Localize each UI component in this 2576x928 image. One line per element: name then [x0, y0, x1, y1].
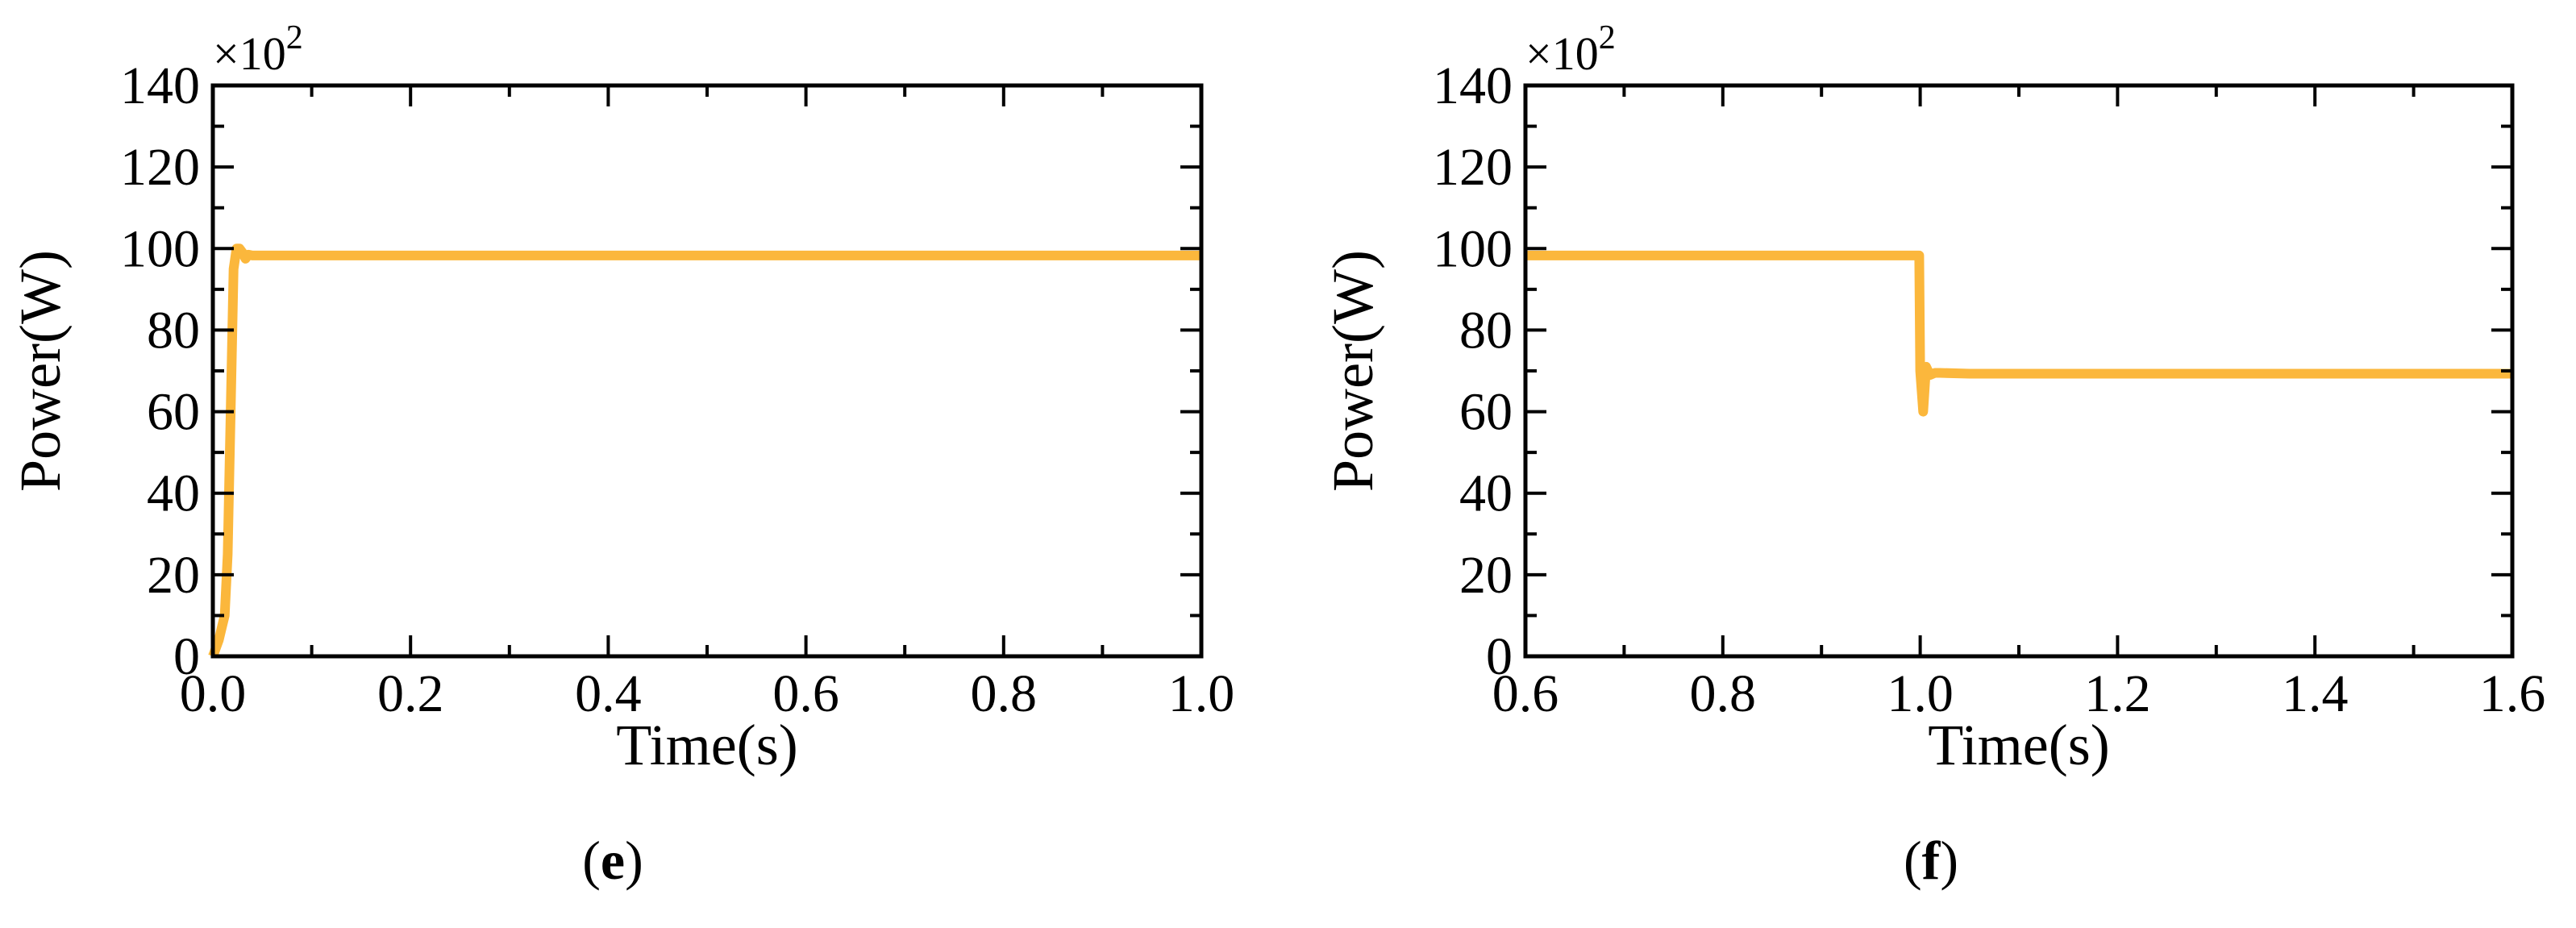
x-tick-label: 1.2 [2084, 664, 2151, 723]
series-line [1525, 250, 2512, 417]
y-tick-label: 40 [1459, 464, 1513, 523]
series-line [208, 243, 1201, 659]
panel-caption: (e) [582, 830, 643, 891]
x-tick-label: 1.0 [1168, 664, 1235, 723]
y-tick-label: 80 [1459, 301, 1513, 360]
x-tick-label: 1.4 [2282, 664, 2349, 723]
x-tick-label: 0.6 [1492, 664, 1559, 723]
x-tick-label: 0.0 [180, 664, 247, 723]
x-tick-label: 1.6 [2479, 664, 2546, 723]
y-axis-title: Power(W) [1321, 250, 1385, 492]
caption-paren-close: ) [625, 830, 643, 891]
panel-caption: (f) [1904, 830, 1958, 891]
x-tick-label: 0.8 [971, 664, 1038, 723]
y-tick-label: 100 [1433, 219, 1513, 278]
y-tick-label: 0 [1486, 627, 1513, 686]
y-multiplier-base: ×10 [213, 27, 286, 80]
caption-paren-close: ) [1940, 830, 1958, 891]
y-multiplier-base: ×10 [1525, 27, 1599, 80]
y-tick-label: 20 [147, 546, 200, 605]
y-tick-label: 80 [147, 301, 200, 360]
y-multiplier-label: ×102 [1525, 19, 1616, 80]
panel-letter: f [1922, 830, 1941, 891]
caption-paren-open: ( [582, 830, 601, 891]
x-tick-label: 0.4 [575, 664, 642, 723]
panel-letter: e [601, 830, 625, 891]
y-tick-label: 60 [147, 383, 200, 442]
plot-frame [210, 83, 1204, 659]
x-axis-title: Time(s) [616, 713, 797, 777]
caption-paren-open: ( [1904, 830, 1922, 891]
x-tick-label: 0.8 [1690, 664, 1757, 723]
y-tick-label: 120 [120, 138, 200, 197]
y-tick-label: 60 [1459, 383, 1513, 442]
y-tick-label: 20 [1459, 546, 1513, 605]
y-tick-label: 120 [1433, 138, 1513, 197]
y-axis-title: Power(W) [8, 250, 73, 492]
y-multiplier-exponent: 2 [1599, 19, 1616, 56]
x-tick-label: 0.2 [377, 664, 444, 723]
y-multiplier-label: ×102 [213, 19, 303, 80]
y-tick-label: 0 [173, 627, 200, 686]
chart-panel-f: 0.6 0.8 1.0 1.2 1.4 1.6 0 20 40 60 80 100 120 140×102… [1321, 19, 2545, 891]
y-tick-label: 100 [120, 219, 200, 278]
y-tick-label: 140 [120, 56, 200, 115]
chart-panel-e: 0.0 0.2 0.4 0.6 0.8 1.0 0 20 40 60 80 100 120 140×102… [8, 19, 1234, 891]
x-tick-label: 0.6 [772, 664, 839, 723]
x-axis-title: Time(s) [1928, 713, 2109, 777]
y-tick-label: 40 [147, 464, 200, 523]
y-tick-label: 140 [1433, 56, 1513, 115]
y-multiplier-exponent: 2 [286, 19, 303, 56]
x-tick-label: 1.0 [1887, 664, 1954, 723]
